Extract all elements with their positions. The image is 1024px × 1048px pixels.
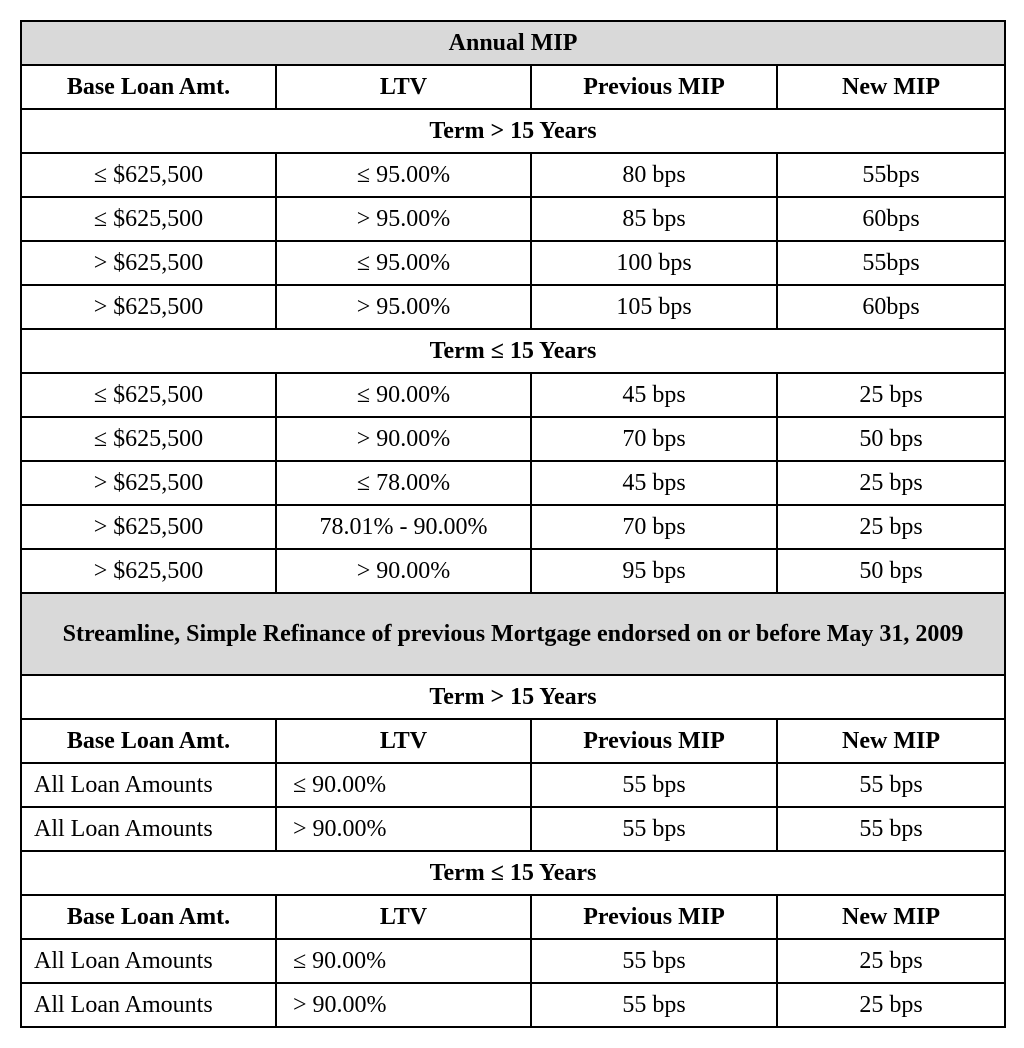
streamline-le15-row: Term ≤ 15 Years <box>21 851 1005 895</box>
cell-ltv: > 95.00% <box>276 197 531 241</box>
table-row: All Loan Amounts ≤ 90.00% 55 bps 25 bps <box>21 939 1005 983</box>
cell-ltv: ≤ 90.00% <box>276 373 531 417</box>
table-row: All Loan Amounts > 90.00% 55 bps 55 bps <box>21 807 1005 851</box>
cell-ltv: ≤ 90.00% <box>276 939 531 983</box>
col-new-mip: New MIP <box>777 895 1005 939</box>
table-row: All Loan Amounts ≤ 90.00% 55 bps 55 bps <box>21 763 1005 807</box>
cell-new: 60bps <box>777 197 1005 241</box>
table-row: > $625,500 78.01% - 90.00% 70 bps 25 bps <box>21 505 1005 549</box>
table-row: ≤ $625,500 > 95.00% 85 bps 60bps <box>21 197 1005 241</box>
cell-amt: All Loan Amounts <box>21 807 276 851</box>
cell-new: 25 bps <box>777 373 1005 417</box>
col-base-loan-amt: Base Loan Amt. <box>21 719 276 763</box>
cell-new: 55bps <box>777 241 1005 285</box>
col-previous-mip: Previous MIP <box>531 895 777 939</box>
cell-new: 50 bps <box>777 417 1005 461</box>
col-ltv: LTV <box>276 65 531 109</box>
col-new-mip: New MIP <box>777 65 1005 109</box>
table-row: ≤ $625,500 ≤ 95.00% 80 bps 55bps <box>21 153 1005 197</box>
cell-amt: All Loan Amounts <box>21 983 276 1027</box>
streamline-le15-label: Term ≤ 15 Years <box>21 851 1005 895</box>
cell-prev: 70 bps <box>531 417 777 461</box>
column-header-row: Base Loan Amt. LTV Previous MIP New MIP <box>21 895 1005 939</box>
cell-prev: 80 bps <box>531 153 777 197</box>
cell-new: 25 bps <box>777 505 1005 549</box>
cell-ltv: ≤ 78.00% <box>276 461 531 505</box>
cell-new: 55 bps <box>777 763 1005 807</box>
cell-prev: 55 bps <box>531 983 777 1027</box>
cell-ltv: > 95.00% <box>276 285 531 329</box>
table-row: > $625,500 > 90.00% 95 bps 50 bps <box>21 549 1005 593</box>
section-gt15-label: Term > 15 Years <box>21 109 1005 153</box>
cell-prev: 95 bps <box>531 549 777 593</box>
streamline-gt15-row: Term > 15 Years <box>21 675 1005 719</box>
cell-ltv: 78.01% - 90.00% <box>276 505 531 549</box>
streamline-header-row: Streamline, Simple Refinance of previous… <box>21 593 1005 675</box>
table-title: Annual MIP <box>21 21 1005 65</box>
cell-new: 50 bps <box>777 549 1005 593</box>
table-row: ≤ $625,500 > 90.00% 70 bps 50 bps <box>21 417 1005 461</box>
table-row: ≤ $625,500 ≤ 90.00% 45 bps 25 bps <box>21 373 1005 417</box>
mip-table: Annual MIP Base Loan Amt. LTV Previous M… <box>20 20 1006 1028</box>
cell-amt: > $625,500 <box>21 285 276 329</box>
cell-prev: 55 bps <box>531 763 777 807</box>
cell-prev: 105 bps <box>531 285 777 329</box>
title-row: Annual MIP <box>21 21 1005 65</box>
table-row: > $625,500 ≤ 95.00% 100 bps 55bps <box>21 241 1005 285</box>
cell-prev: 45 bps <box>531 373 777 417</box>
cell-new: 55 bps <box>777 807 1005 851</box>
streamline-gt15-label: Term > 15 Years <box>21 675 1005 719</box>
column-header-row: Base Loan Amt. LTV Previous MIP New MIP <box>21 65 1005 109</box>
streamline-header: Streamline, Simple Refinance of previous… <box>21 593 1005 675</box>
cell-new: 25 bps <box>777 939 1005 983</box>
cell-amt: ≤ $625,500 <box>21 373 276 417</box>
cell-ltv: ≤ 95.00% <box>276 241 531 285</box>
column-header-row: Base Loan Amt. LTV Previous MIP New MIP <box>21 719 1005 763</box>
cell-ltv: ≤ 90.00% <box>276 763 531 807</box>
col-base-loan-amt: Base Loan Amt. <box>21 895 276 939</box>
cell-ltv: ≤ 95.00% <box>276 153 531 197</box>
table-row: > $625,500 ≤ 78.00% 45 bps 25 bps <box>21 461 1005 505</box>
col-ltv: LTV <box>276 719 531 763</box>
cell-ltv: > 90.00% <box>276 983 531 1027</box>
cell-new: 60bps <box>777 285 1005 329</box>
cell-new: 25 bps <box>777 983 1005 1027</box>
cell-prev: 70 bps <box>531 505 777 549</box>
col-previous-mip: Previous MIP <box>531 65 777 109</box>
cell-new: 55bps <box>777 153 1005 197</box>
cell-new: 25 bps <box>777 461 1005 505</box>
cell-ltv: > 90.00% <box>276 807 531 851</box>
cell-ltv: > 90.00% <box>276 549 531 593</box>
col-new-mip: New MIP <box>777 719 1005 763</box>
section-le15-label: Term ≤ 15 Years <box>21 329 1005 373</box>
col-ltv: LTV <box>276 895 531 939</box>
cell-amt: ≤ $625,500 <box>21 197 276 241</box>
cell-amt: > $625,500 <box>21 505 276 549</box>
section-gt15-row: Term > 15 Years <box>21 109 1005 153</box>
section-le15-row: Term ≤ 15 Years <box>21 329 1005 373</box>
col-base-loan-amt: Base Loan Amt. <box>21 65 276 109</box>
cell-prev: 55 bps <box>531 807 777 851</box>
cell-amt: > $625,500 <box>21 549 276 593</box>
cell-amt: ≤ $625,500 <box>21 153 276 197</box>
cell-amt: All Loan Amounts <box>21 763 276 807</box>
cell-amt: > $625,500 <box>21 461 276 505</box>
cell-amt: ≤ $625,500 <box>21 417 276 461</box>
table-row: All Loan Amounts > 90.00% 55 bps 25 bps <box>21 983 1005 1027</box>
cell-amt: All Loan Amounts <box>21 939 276 983</box>
cell-ltv: > 90.00% <box>276 417 531 461</box>
cell-amt: > $625,500 <box>21 241 276 285</box>
cell-prev: 85 bps <box>531 197 777 241</box>
col-previous-mip: Previous MIP <box>531 719 777 763</box>
cell-prev: 55 bps <box>531 939 777 983</box>
cell-prev: 45 bps <box>531 461 777 505</box>
cell-prev: 100 bps <box>531 241 777 285</box>
table-row: > $625,500 > 95.00% 105 bps 60bps <box>21 285 1005 329</box>
